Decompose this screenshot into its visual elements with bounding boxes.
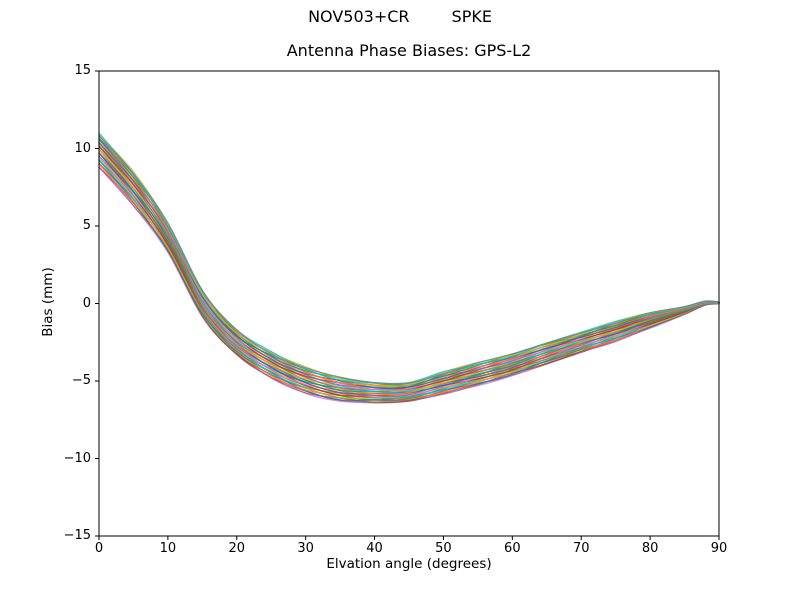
figure-title-station: NOV503+CR	[308, 7, 410, 26]
x-axis-ticks	[98, 536, 720, 540]
axes-title: Antenna Phase Biases: GPS-L2	[286, 41, 532, 60]
bias-curve	[98, 141, 720, 391]
y-tick-label: −15	[63, 528, 91, 543]
x-axis-label: Elvation angle (degrees)	[326, 556, 492, 572]
x-tick-label: 10	[159, 541, 177, 556]
y-tick-label: 15	[74, 63, 91, 78]
bias-curve	[98, 145, 720, 393]
y-axis-ticks	[95, 70, 99, 537]
x-tick-label: 50	[435, 541, 452, 556]
bias-curve	[98, 134, 720, 386]
x-tick-label: 40	[366, 541, 383, 556]
bias-curve	[98, 141, 720, 392]
bias-curves	[98, 132, 720, 404]
x-tick-label: 0	[94, 541, 104, 556]
x-tick-label: 20	[228, 541, 246, 556]
bias-curve	[98, 138, 720, 387]
bias-curve	[98, 142, 720, 388]
axes-spines	[98, 70, 720, 537]
y-tick-label: 0	[82, 295, 91, 311]
bias-curve	[98, 134, 720, 388]
y-tick-label: −10	[63, 450, 91, 466]
bias-curve	[98, 135, 720, 385]
x-tick-label: 70	[572, 541, 590, 556]
y-tick-label: 10	[74, 140, 91, 156]
figure-title: NOV503+CR SPKE	[0, 7, 800, 27]
y-tick-label: −5	[71, 373, 91, 388]
bias-curve	[98, 144, 720, 394]
figure-title-code: SPKE	[451, 7, 492, 26]
y-tick-label: 5	[82, 218, 91, 233]
bias-curve	[98, 132, 720, 385]
bias-curve	[98, 145, 720, 390]
bias-curve	[98, 137, 720, 390]
plot-frame	[98, 70, 720, 537]
x-tick-label: 80	[641, 541, 659, 556]
x-tick-label: 60	[504, 541, 521, 556]
bias-curve	[98, 138, 720, 388]
x-tick-label: 90	[710, 541, 728, 556]
x-tick-label: 30	[297, 541, 314, 556]
